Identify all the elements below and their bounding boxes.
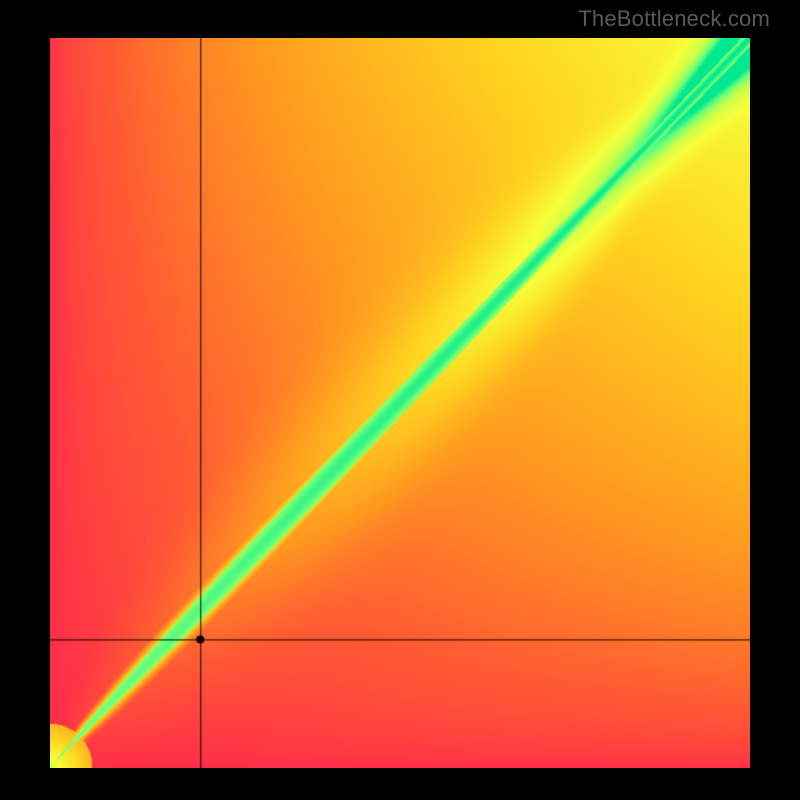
chart-frame xyxy=(50,38,750,768)
watermark-text: TheBottleneck.com xyxy=(578,6,770,32)
chart-container: TheBottleneck.com xyxy=(0,0,800,800)
bottleneck-heatmap xyxy=(50,38,750,768)
